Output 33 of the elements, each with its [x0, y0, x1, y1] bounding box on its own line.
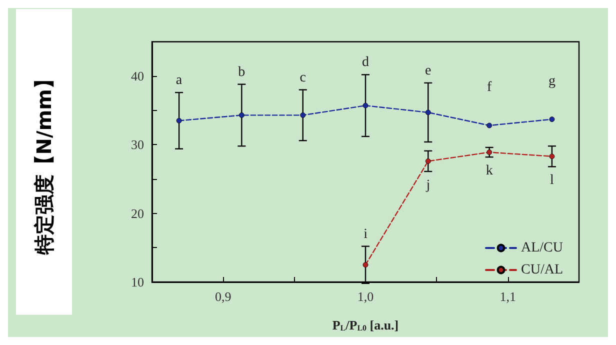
annotation: l	[550, 173, 554, 188]
x-tick-label: 1,1	[500, 289, 516, 304]
x-axis-title: PL/PL0 [a.u.]	[332, 318, 399, 332]
point	[176, 118, 182, 124]
point	[425, 110, 431, 116]
annotation: a	[176, 73, 183, 88]
point	[425, 158, 431, 164]
annotation: d	[362, 55, 369, 70]
x-tick-label: 0,9	[215, 289, 232, 304]
point	[486, 150, 492, 155]
point	[300, 112, 306, 118]
y-tick-label: 20	[131, 206, 144, 221]
y-tick-label: 30	[131, 137, 144, 152]
point	[486, 122, 492, 128]
annotation: j	[425, 178, 430, 193]
y-tick-label: 40	[131, 68, 144, 84]
legend-label: CU/AL	[521, 262, 563, 278]
y-axis-title: 特定强度【N/mm】	[32, 68, 56, 256]
annotation: f	[486, 80, 492, 95]
x-tick-label: 1,0	[357, 289, 374, 304]
y-tick-label: 10	[131, 274, 144, 290]
annotation: b	[238, 64, 246, 80]
point	[362, 102, 368, 108]
legend-label: AL/CU	[521, 240, 563, 256]
point	[362, 262, 368, 268]
annotation: g	[548, 74, 556, 89]
point	[238, 112, 244, 118]
annotation: i	[364, 226, 368, 242]
annotation: k	[486, 164, 493, 179]
point	[549, 116, 555, 122]
point	[549, 154, 555, 160]
annotation: c	[300, 70, 306, 86]
annotation: e	[425, 63, 432, 78]
